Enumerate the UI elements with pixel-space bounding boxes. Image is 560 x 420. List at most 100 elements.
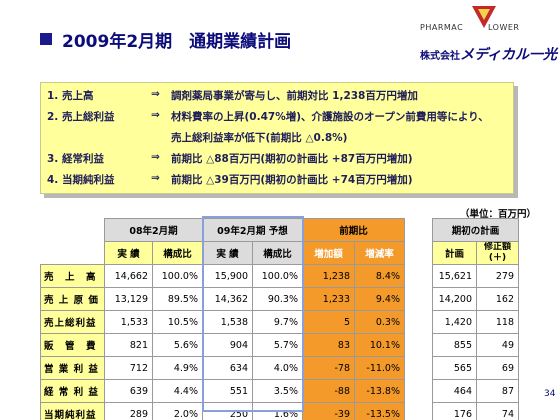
summary-label: 1. 売上高 <box>47 90 94 102</box>
summary-text: 調剤薬局事業が寄与し、前期対比 1,238百万円増加 <box>171 90 418 102</box>
arrow-icon: ⇒ <box>151 88 160 100</box>
cell-revision: 74 <box>476 402 519 420</box>
group-header-row: 期初の計画 <box>432 218 519 242</box>
table-row: 当期純利益 289 2.0% 250 1.6% -39 -13.5% <box>40 402 405 420</box>
header-fy08: 08年2月期 <box>104 218 203 242</box>
table-row: 464 87 <box>432 379 519 403</box>
arrow-icon: ⇒ <box>151 151 160 163</box>
cell-fy08-actual: 639 <box>104 379 153 403</box>
cell-fy08-ratio: 4.9% <box>152 356 203 380</box>
logo-text-right: LOWER <box>488 23 520 32</box>
row-label: 売 上 原 価 <box>40 287 105 311</box>
cell-fy08-actual: 14,662 <box>104 264 153 288</box>
company-prefix: 株式会社 <box>420 51 460 62</box>
header-fy09-actual: 実 績 <box>202 241 253 265</box>
header-revision-line2: (＋) <box>488 253 507 263</box>
row-label: 営 業 利 益 <box>40 356 105 380</box>
summary-box: 1. 売上高 ⇒ 調剤薬局事業が寄与し、前期対比 1,238百万円増加 2. 売… <box>40 82 514 194</box>
logo-text-left: PHARMAC <box>420 23 464 32</box>
cell-plan: 1,420 <box>432 310 477 334</box>
cell-fy09-ratio: 4.0% <box>252 356 303 380</box>
header-yoy-rate: 増減率 <box>354 241 405 265</box>
cell-yoy-rate: 0.3% <box>354 310 405 334</box>
title-bullet <box>40 33 52 45</box>
table-row: 経 常 利 益 639 4.4% 551 3.5% -88 -13.8% <box>40 379 405 403</box>
company-logo: PHARMAC LOWER 株式会社メディカル一光 <box>420 4 557 66</box>
summary-label: 2. 売上総利益 <box>47 111 115 123</box>
row-label: 当期純利益 <box>40 402 105 420</box>
cell-plan: 565 <box>432 356 477 380</box>
cell-revision: 49 <box>476 333 519 357</box>
cell-fy09-ratio: 1.6% <box>252 402 303 420</box>
cell-fy08-actual: 13,129 <box>104 287 153 311</box>
header-fy08-actual: 実 績 <box>104 241 153 265</box>
arrow-icon: ⇒ <box>151 109 160 121</box>
summary-text: 前期比 △88百万円(期初の計画比 +87百万円増加) <box>171 153 413 165</box>
cell-fy09-actual: 551 <box>202 379 253 403</box>
cell-plan: 176 <box>432 402 477 420</box>
table-row: 15,621 279 <box>432 264 519 288</box>
cell-revision: 162 <box>476 287 519 311</box>
table-row: 14,200 162 <box>432 287 519 311</box>
initial-plan-table: 期初の計画 計画 修正額 (＋) 15,621 279 14,200 162 1… <box>432 218 519 420</box>
row-label: 売 上 高 <box>40 264 105 288</box>
header-revision-line1: 修正額 <box>483 242 511 253</box>
table-row: 176 74 <box>432 402 519 420</box>
row-label: 販 管 費 <box>40 333 105 357</box>
cell-yoy-amount: -39 <box>302 402 355 420</box>
cell-revision: 118 <box>476 310 519 334</box>
cell-yoy-rate: -13.8% <box>354 379 405 403</box>
cell-revision: 279 <box>476 264 519 288</box>
cell-fy09-actual: 250 <box>202 402 253 420</box>
cell-fy08-ratio: 2.0% <box>152 402 203 420</box>
row-label: 経 常 利 益 <box>40 379 105 403</box>
header-fy09: 09年2月期 予想 <box>202 218 303 242</box>
cell-plan: 464 <box>432 379 477 403</box>
header-plan: 計画 <box>432 241 477 265</box>
table-row: 販 管 費 821 5.6% 904 5.7% 83 10.1% <box>40 333 405 357</box>
table-row: 売 上 原 価 13,129 89.5% 14,362 90.3% 1,233 … <box>40 287 405 311</box>
cell-fy09-ratio: 3.5% <box>252 379 303 403</box>
cell-fy08-actual: 1,533 <box>104 310 153 334</box>
header-revision: 修正額 (＋) <box>476 241 519 265</box>
unit-label: （単位：百万円） <box>460 209 537 220</box>
summary-text: 材料費率の上昇(0.47%増)、介護施設のオープン前費用等により、 <box>171 111 489 123</box>
cell-fy09-actual: 1,538 <box>202 310 253 334</box>
cell-fy09-actual: 15,900 <box>202 264 253 288</box>
header-yoy-amount: 増加額 <box>302 241 355 265</box>
table-row: 855 49 <box>432 333 519 357</box>
table-row: 565 69 <box>432 356 519 380</box>
cell-yoy-rate: 9.4% <box>354 287 405 311</box>
company-name: 株式会社メディカル一光 <box>420 44 557 64</box>
cell-fy09-actual: 14,362 <box>202 287 253 311</box>
cell-yoy-amount: 1,238 <box>302 264 355 288</box>
arrow-icon: ⇒ <box>151 172 160 184</box>
company-brand: メディカル一光 <box>460 47 558 63</box>
summary-text: 前期比 △39百万円(期初の計画比 +74百万円増加) <box>171 174 413 186</box>
table-row: 営 業 利 益 712 4.9% 634 4.0% -78 -11.0% <box>40 356 405 380</box>
cell-fy08-actual: 289 <box>104 402 153 420</box>
table-row: 売 上 高 14,662 100.0% 15,900 100.0% 1,238 … <box>40 264 405 288</box>
cell-fy08-actual: 821 <box>104 333 153 357</box>
cell-fy08-ratio: 4.4% <box>152 379 203 403</box>
cell-yoy-rate: 10.1% <box>354 333 405 357</box>
page-number: 34 <box>544 389 556 399</box>
cell-fy09-ratio: 9.7% <box>252 310 303 334</box>
cell-yoy-amount: -88 <box>302 379 355 403</box>
cell-fy08-ratio: 89.5% <box>152 287 203 311</box>
cell-fy09-ratio: 5.7% <box>252 333 303 357</box>
cell-fy08-actual: 712 <box>104 356 153 380</box>
cell-plan: 14,200 <box>432 287 477 311</box>
cell-fy08-ratio: 5.6% <box>152 333 203 357</box>
header-initial-plan: 期初の計画 <box>432 218 519 242</box>
summary-label: 4. 当期純利益 <box>47 174 115 186</box>
cell-plan: 15,621 <box>432 264 477 288</box>
cell-fy09-ratio: 90.3% <box>252 287 303 311</box>
group-header-row: 08年2月期 09年2月期 予想 前期比 <box>41 218 405 242</box>
summary-label: 3. 経常利益 <box>47 153 104 165</box>
header-fy09-ratio: 構成比 <box>252 241 303 265</box>
cell-yoy-amount: 5 <box>302 310 355 334</box>
cell-yoy-amount: 83 <box>302 333 355 357</box>
cell-plan: 855 <box>432 333 477 357</box>
cell-fy08-ratio: 100.0% <box>152 264 203 288</box>
